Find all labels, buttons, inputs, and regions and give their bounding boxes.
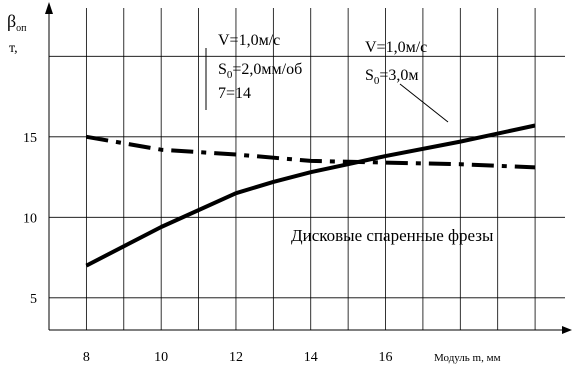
annotation-right-leader (399, 83, 449, 123)
x-tick-label: 12 (229, 350, 243, 365)
series-line-1 (86, 134, 536, 170)
series-line-2 (85, 123, 536, 268)
y-tick-label: 5 (30, 292, 37, 307)
x-axis-label: Модуль m, мм (434, 352, 501, 364)
series-layer (85, 123, 536, 268)
x-tick-label: 16 (379, 350, 393, 365)
annotation-left-line-3: 7=14 (218, 85, 251, 102)
y-tick-label: 15 (23, 131, 37, 146)
annotation-left: V=1,0м/с S0=2,0мм/об 7=14 (205, 32, 302, 110)
y-axis-label: βоп (7, 11, 27, 34)
x-axis-arrow-icon (562, 326, 572, 334)
x-tick-label: 8 (83, 350, 90, 365)
grid-lines (48, 8, 565, 330)
y-tick-label: 10 (23, 211, 37, 226)
annotation-left-line-2: S0=2,0мм/об (218, 61, 302, 81)
annotation-left-line-1: V=1,0м/с (218, 32, 280, 49)
x-tick-label: 14 (304, 350, 318, 365)
y-axis-arrow-icon (45, 2, 53, 14)
y-axis-unit: т, (9, 41, 18, 56)
annotation-right-line-2: S0=3,0м (365, 67, 419, 87)
chart-caption: Дисковые спаренные фрезы (291, 226, 494, 245)
annotation-right: V=1,0м/с S0=3,0м (365, 39, 449, 123)
annotation-right-line-1: V=1,0м/с (365, 39, 427, 56)
axes (45, 2, 572, 334)
tick-labels: 8 10 12 14 16 5 10 15 (23, 131, 393, 365)
x-tick-label: 10 (154, 350, 168, 365)
